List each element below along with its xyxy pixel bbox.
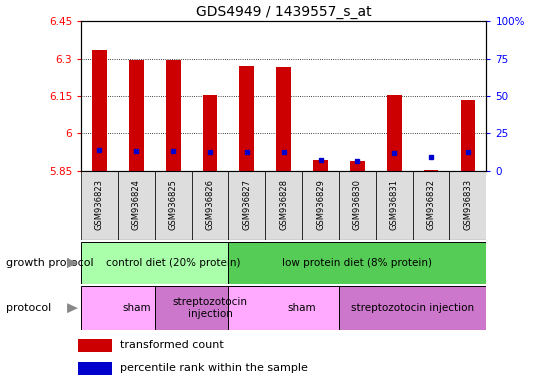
Text: GSM936829: GSM936829 [316, 179, 325, 230]
Bar [339, 286, 486, 330]
Title: GDS4949 / 1439557_s_at: GDS4949 / 1439557_s_at [196, 5, 372, 19]
Text: sham: sham [288, 303, 316, 313]
Bar [387, 95, 401, 171]
Text: GSM936827: GSM936827 [243, 179, 252, 230]
Bar [350, 161, 364, 171]
Bar [424, 170, 438, 171]
Text: GSM936828: GSM936828 [279, 179, 288, 230]
Text: GSM936824: GSM936824 [132, 179, 141, 230]
Text: GSM936832: GSM936832 [427, 179, 435, 230]
Text: GSM936830: GSM936830 [353, 179, 362, 230]
Bar [339, 171, 376, 240]
Bar [155, 286, 266, 330]
Text: percentile rank within the sample: percentile rank within the sample [120, 363, 307, 373]
Bar [449, 171, 486, 240]
Bar [461, 100, 475, 171]
Bar [81, 171, 118, 240]
Bar [166, 60, 181, 171]
Text: GSM936826: GSM936826 [206, 179, 215, 230]
Bar [81, 242, 266, 284]
Bar [78, 362, 111, 375]
Bar [192, 171, 229, 240]
Bar [229, 242, 486, 284]
Bar [202, 95, 217, 171]
Bar [155, 171, 192, 240]
Text: GSM936833: GSM936833 [463, 179, 472, 230]
Text: GSM936823: GSM936823 [95, 179, 104, 230]
Bar [302, 171, 339, 240]
Bar [129, 60, 144, 171]
Bar [313, 160, 328, 171]
Text: GSM936825: GSM936825 [169, 179, 178, 230]
Bar [266, 171, 302, 240]
Text: low protein diet (8% protein): low protein diet (8% protein) [282, 258, 432, 268]
Text: transformed count: transformed count [120, 340, 224, 350]
Text: growth protocol: growth protocol [6, 258, 93, 268]
Text: streptozotocin
injection: streptozotocin injection [173, 297, 248, 319]
Text: sham: sham [122, 303, 150, 313]
Text: GSM936831: GSM936831 [390, 179, 399, 230]
Text: protocol: protocol [6, 303, 51, 313]
Bar [413, 171, 449, 240]
Bar [118, 171, 155, 240]
Bar [239, 66, 254, 171]
Bar [81, 286, 192, 330]
Bar [229, 171, 266, 240]
Text: streptozotocin injection: streptozotocin injection [351, 303, 474, 313]
Bar [92, 50, 107, 171]
Bar [376, 171, 413, 240]
Text: control diet (20% protein): control diet (20% protein) [106, 258, 240, 268]
Bar [78, 339, 111, 352]
Bar [229, 286, 376, 330]
Bar [276, 67, 291, 171]
